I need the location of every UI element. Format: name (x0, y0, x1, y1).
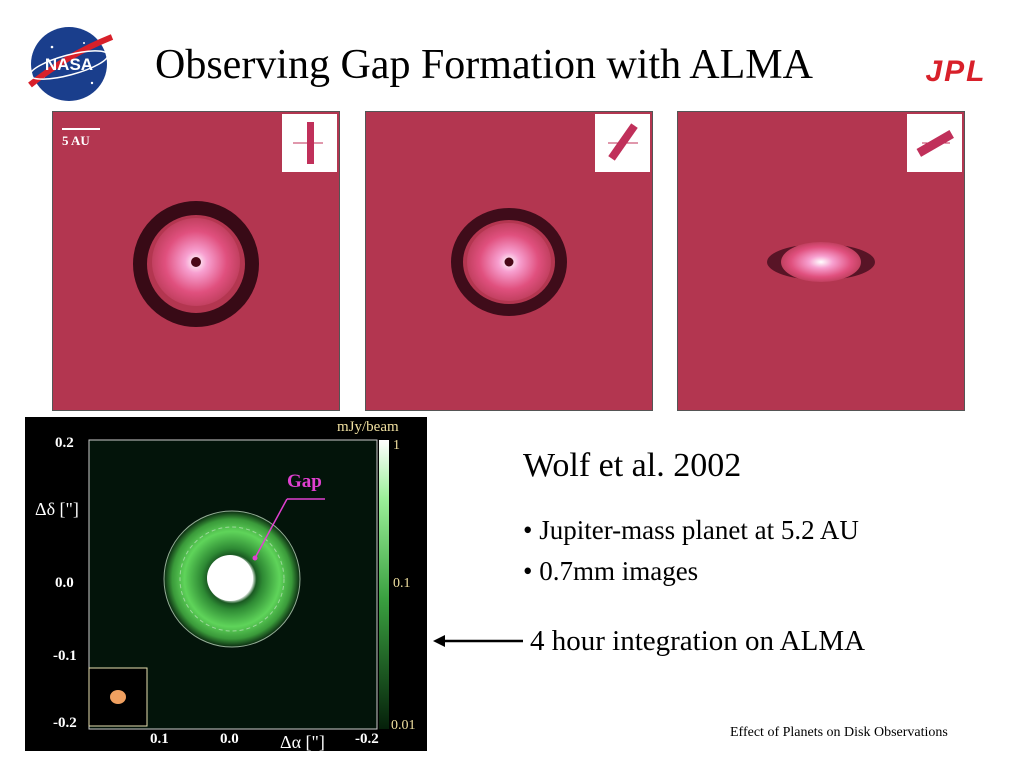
colorbar-tick-1: 1 (393, 438, 400, 453)
colorbar (379, 440, 389, 729)
simulation-panel-face-on (52, 111, 340, 411)
scale-bar (62, 128, 100, 130)
colorbar-tick-0-01: 0.01 (391, 718, 416, 733)
jpl-logo: JPL (906, 55, 1006, 88)
alma-simulated-image: Gap mJy/beam 1 0.1 0.01 Δδ ["] 0.2 0.0 -… (25, 417, 427, 752)
beam-ellipse (110, 690, 126, 704)
y-tick-0-0: 0.0 (55, 575, 74, 591)
x-tick-0-1: 0.1 (150, 731, 169, 747)
bullet-item: • Jupiter-mass planet at 5.2 AU (523, 515, 859, 545)
nasa-logo-text: NASA (45, 55, 93, 74)
simulation-panel-edge-on (677, 111, 965, 411)
y-tick-neg-0-2: -0.2 (53, 715, 77, 731)
citation: Wolf et al. 2002 (523, 447, 742, 484)
colorbar-tick-0-1: 0.1 (393, 576, 411, 591)
x-axis-label: Δα ["] (280, 732, 325, 751)
colorbar-title: mJy/beam (337, 419, 399, 435)
x-tick-neg-0-2: -0.2 (355, 731, 379, 747)
page-title: Observing Gap Formation with ALMA (155, 42, 813, 88)
scale-label: 5 AU (62, 133, 90, 148)
jpl-logo-text: JPL (925, 56, 986, 86)
y-tick-0-2: 0.2 (55, 435, 74, 451)
y-axis-label: Δδ ["] (35, 499, 79, 519)
simulation-panel-inclined (365, 111, 653, 411)
bullet-item: • 0.7mm images (523, 556, 699, 586)
x-tick-0-0: 0.0 (220, 731, 239, 747)
y-tick-neg-0-1: -0.1 (53, 648, 77, 664)
nasa-logo: NASA (22, 25, 116, 103)
integration-note: 4 hour integration on ALMA (530, 625, 866, 657)
gap-annotation: Gap (287, 471, 322, 492)
left-arrow-icon (433, 632, 525, 650)
footer-caption: Effect of Planets on Disk Observations (730, 725, 948, 740)
